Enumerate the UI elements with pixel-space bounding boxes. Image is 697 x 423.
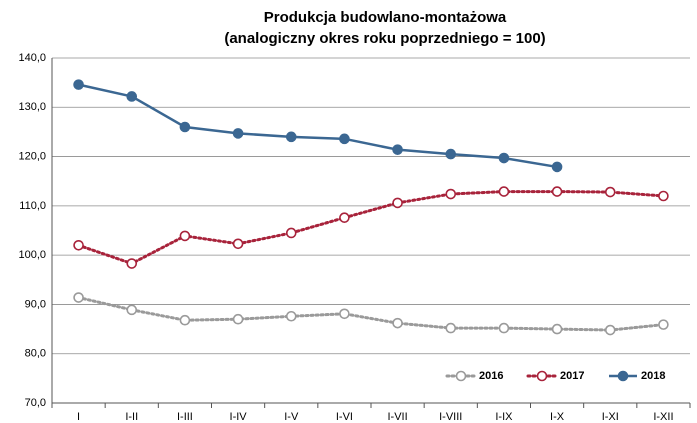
point [232, 313, 244, 325]
point [604, 324, 616, 336]
y-tick-label: 130,0 [18, 101, 46, 113]
point [73, 79, 84, 90]
point [498, 152, 510, 164]
x-tick-label: I-IV [230, 411, 248, 423]
point [445, 188, 457, 200]
point [551, 186, 563, 197]
y-tick-label: 110,0 [19, 200, 46, 212]
point [551, 323, 563, 335]
legend-label: 2017 [560, 370, 584, 382]
legend-marker [617, 370, 629, 382]
point [73, 292, 84, 303]
point [392, 197, 403, 209]
point [285, 227, 297, 239]
y-tick-label: 80,0 [25, 348, 46, 360]
point [339, 212, 350, 223]
point [658, 319, 669, 330]
point [445, 148, 457, 160]
series-line [78, 83, 558, 169]
x-tick-label: I-X [550, 411, 565, 423]
point [179, 230, 191, 242]
point [658, 190, 669, 202]
series-line [77, 190, 665, 266]
point [339, 133, 350, 145]
point [73, 239, 84, 251]
x-tick-label: I-II [125, 411, 138, 423]
point [551, 161, 563, 173]
y-tick-label: 70,0 [25, 397, 46, 409]
legend-marker [455, 370, 467, 382]
point [445, 322, 457, 334]
legend-marker [536, 370, 548, 382]
point [392, 144, 403, 155]
point [498, 186, 510, 197]
point [339, 308, 350, 320]
point [126, 258, 138, 269]
x-tick-label: I-VII [387, 411, 407, 423]
point [392, 317, 403, 329]
point [232, 128, 244, 139]
y-tick-label: 140,0 [18, 52, 46, 64]
y-tick-label: 120,0 [18, 150, 46, 162]
chart-title: Produkcja budowlano-montażowa [264, 9, 507, 26]
chart-subtitle: (analogiczny okres roku poprzedniego = 1… [224, 30, 545, 47]
legend-label: 2016 [479, 370, 503, 382]
point [179, 314, 191, 326]
x-tick-label: I-III [177, 411, 193, 423]
point [126, 304, 138, 316]
point [604, 186, 616, 198]
point [179, 121, 191, 133]
point [232, 238, 244, 250]
x-tick-label: I-VI [336, 411, 353, 423]
x-tick-label: I-XI [602, 411, 619, 423]
legend-label: 2018 [641, 370, 665, 382]
point [498, 322, 510, 334]
y-tick-label: 100,0 [18, 249, 46, 261]
x-tick-label: I-IX [495, 411, 513, 423]
x-tick-label: I [77, 411, 80, 423]
x-tick-label: I-XII [653, 411, 673, 423]
point [126, 91, 138, 102]
y-tick-label: 90,0 [25, 298, 46, 310]
series-line [77, 296, 665, 332]
point [285, 310, 297, 322]
point [285, 131, 297, 143]
x-tick-label: I-VIII [439, 411, 462, 423]
x-tick-label: I-V [284, 411, 299, 423]
